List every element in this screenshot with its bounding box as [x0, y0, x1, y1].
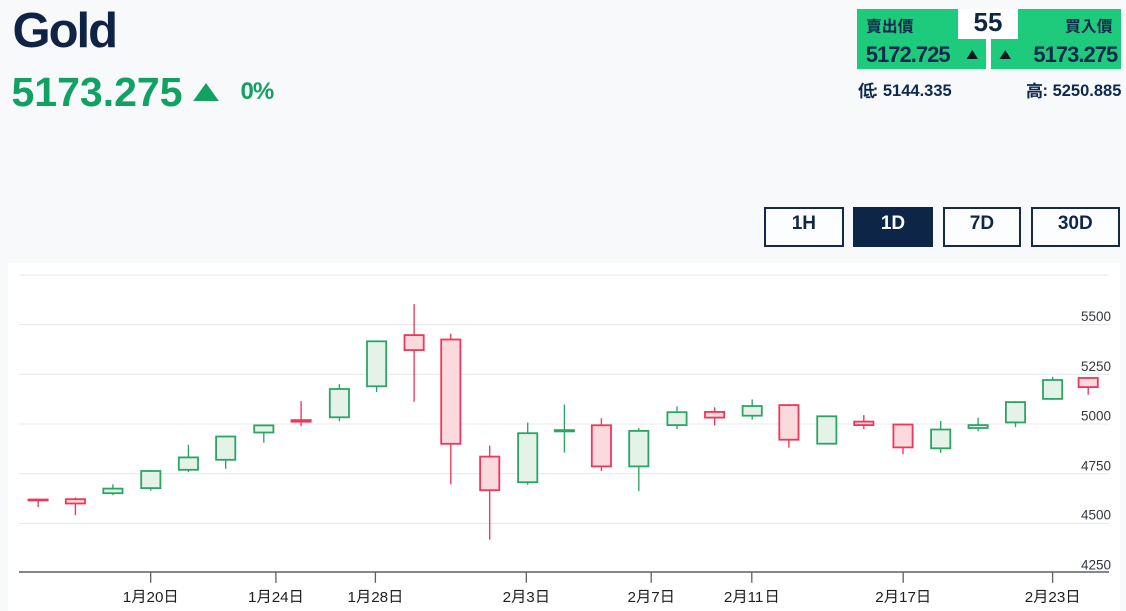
- svg-text:4250: 4250: [1081, 557, 1111, 572]
- svg-text:2: 2: [503, 589, 511, 606]
- svg-text:2: 2: [1025, 589, 1033, 606]
- svg-text:17: 17: [899, 589, 916, 606]
- svg-text:5000: 5000: [1081, 409, 1111, 424]
- svg-text:2: 2: [724, 589, 732, 606]
- svg-text:4500: 4500: [1081, 508, 1111, 523]
- svg-text:23: 23: [1048, 589, 1065, 606]
- svg-text:1: 1: [123, 589, 131, 606]
- svg-text:2: 2: [628, 589, 636, 606]
- svg-text:11: 11: [748, 589, 764, 606]
- svg-text:20: 20: [147, 589, 164, 606]
- svg-text:7: 7: [651, 589, 659, 606]
- svg-text:1: 1: [348, 589, 356, 606]
- svg-text:28: 28: [371, 589, 388, 606]
- svg-text:5250: 5250: [1081, 359, 1111, 374]
- svg-text:3: 3: [526, 589, 534, 606]
- svg-text:1: 1: [248, 589, 256, 606]
- svg-text:5500: 5500: [1081, 309, 1111, 324]
- svg-text:24: 24: [272, 589, 289, 606]
- svg-text:2: 2: [875, 589, 883, 606]
- svg-text:4750: 4750: [1081, 458, 1111, 473]
